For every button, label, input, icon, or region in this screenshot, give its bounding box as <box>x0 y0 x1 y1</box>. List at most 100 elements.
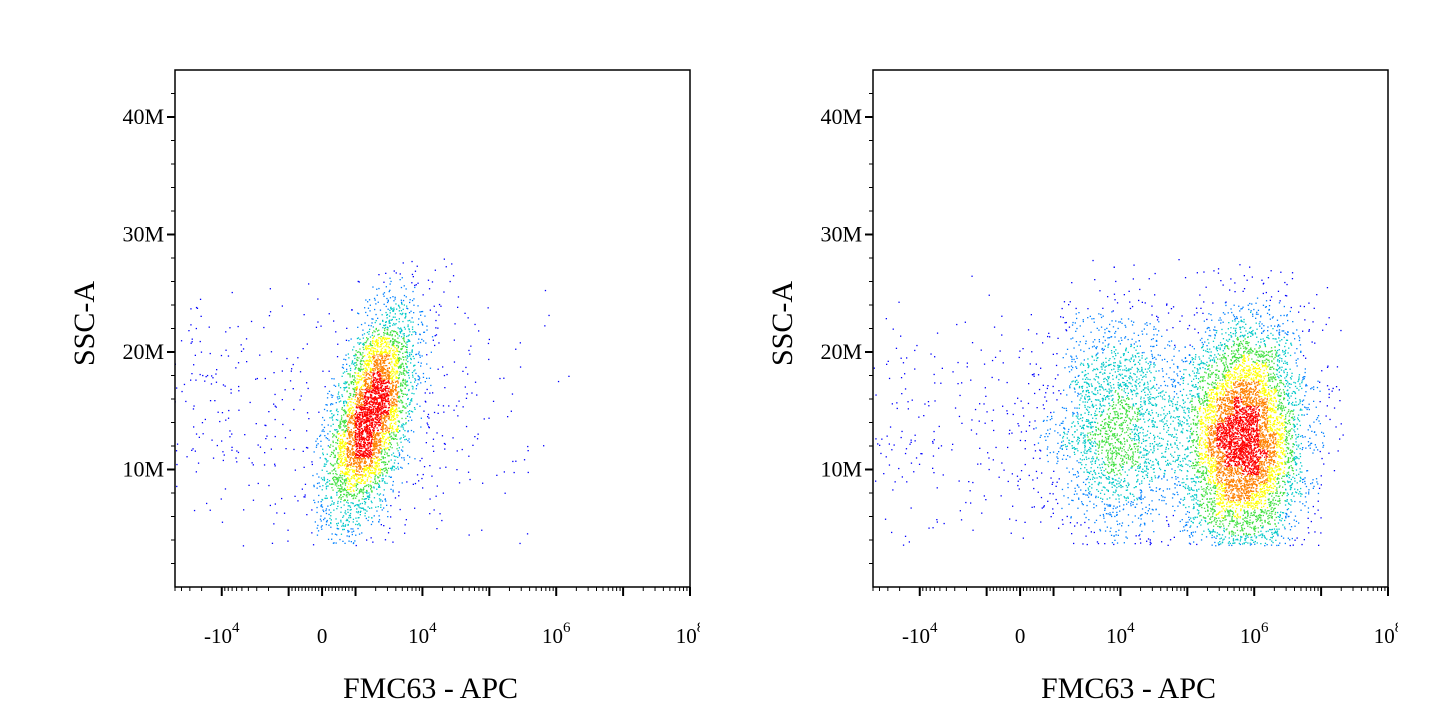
data-point <box>362 394 364 396</box>
data-point <box>367 445 369 447</box>
data-point <box>330 515 332 517</box>
data-point <box>366 407 368 409</box>
data-point <box>384 498 386 500</box>
data-point <box>432 392 434 394</box>
data-point <box>364 473 367 475</box>
data-point <box>368 364 370 366</box>
data-point <box>354 389 356 391</box>
data-point <box>366 391 369 393</box>
data-point <box>377 409 379 411</box>
data-point <box>347 415 349 418</box>
data-point <box>390 411 393 414</box>
data-point <box>381 395 383 397</box>
data-point <box>356 466 358 468</box>
data-point <box>348 494 350 496</box>
data-point <box>372 349 374 352</box>
data-point <box>393 351 395 353</box>
data-point <box>393 371 395 373</box>
data-point <box>359 467 361 469</box>
data-point <box>387 377 389 379</box>
data-point <box>321 430 323 432</box>
data-point <box>353 490 355 492</box>
data-point <box>377 432 379 434</box>
data-point <box>371 491 373 493</box>
data-point <box>367 450 370 452</box>
data-point <box>345 513 347 515</box>
data-point <box>361 377 363 379</box>
data-point <box>347 519 349 522</box>
data-point <box>399 438 401 440</box>
data-point <box>369 468 371 471</box>
data-point <box>422 324 424 326</box>
data-point <box>325 521 328 523</box>
data-point <box>359 388 361 390</box>
data-point <box>366 337 368 339</box>
data-point <box>366 418 368 420</box>
data-point <box>411 326 414 328</box>
data-point <box>402 320 404 323</box>
data-point <box>362 329 364 331</box>
data-point <box>352 448 354 450</box>
data-point <box>349 407 351 409</box>
data-point <box>210 383 213 385</box>
data-point <box>379 379 381 381</box>
data-point <box>366 413 368 415</box>
data-point <box>385 345 387 347</box>
data-point <box>269 288 271 290</box>
data-point <box>274 405 276 407</box>
data-point <box>527 445 529 448</box>
data-point <box>343 464 346 466</box>
data-point <box>380 370 382 373</box>
data-point <box>352 375 354 377</box>
data-point <box>361 415 364 417</box>
data-point <box>383 295 385 297</box>
data-point <box>351 449 353 451</box>
data-point <box>363 411 365 413</box>
data-point <box>383 419 386 421</box>
data-point <box>360 462 362 464</box>
data-point <box>370 403 372 406</box>
data-point <box>383 443 385 445</box>
data-point <box>351 531 353 533</box>
data-point <box>356 460 359 462</box>
data-point <box>395 354 397 356</box>
data-point <box>385 412 387 414</box>
data-point <box>371 460 374 462</box>
data-point <box>399 453 401 456</box>
data-point <box>1256 461 1258 463</box>
data-point <box>357 470 359 472</box>
data-point <box>406 352 409 354</box>
data-point <box>393 355 395 358</box>
data-point <box>343 411 346 413</box>
data-point <box>355 455 357 457</box>
data-point <box>395 331 397 333</box>
data-point <box>275 406 277 408</box>
data-point <box>321 469 323 471</box>
data-point <box>1270 350 1272 352</box>
data-point <box>363 491 365 493</box>
data-point <box>357 406 359 408</box>
data-point <box>375 474 377 476</box>
data-point <box>344 433 346 435</box>
data-point <box>404 439 406 441</box>
data-point <box>339 397 341 399</box>
data-point <box>356 416 359 418</box>
data-point <box>378 375 380 377</box>
data-point <box>345 419 347 421</box>
data-point <box>374 478 376 481</box>
data-point <box>188 330 190 332</box>
data-point <box>355 462 357 464</box>
data-point <box>401 348 403 350</box>
data-point <box>392 402 394 404</box>
data-point <box>458 482 461 484</box>
data-point <box>360 407 362 409</box>
data-point <box>367 338 369 340</box>
data-point <box>348 456 350 458</box>
data-point <box>374 411 376 413</box>
data-point <box>1183 416 1185 418</box>
data-point <box>342 429 344 431</box>
data-point <box>395 434 397 436</box>
data-point <box>390 409 392 411</box>
data-point <box>378 408 380 410</box>
data-point <box>390 392 392 394</box>
